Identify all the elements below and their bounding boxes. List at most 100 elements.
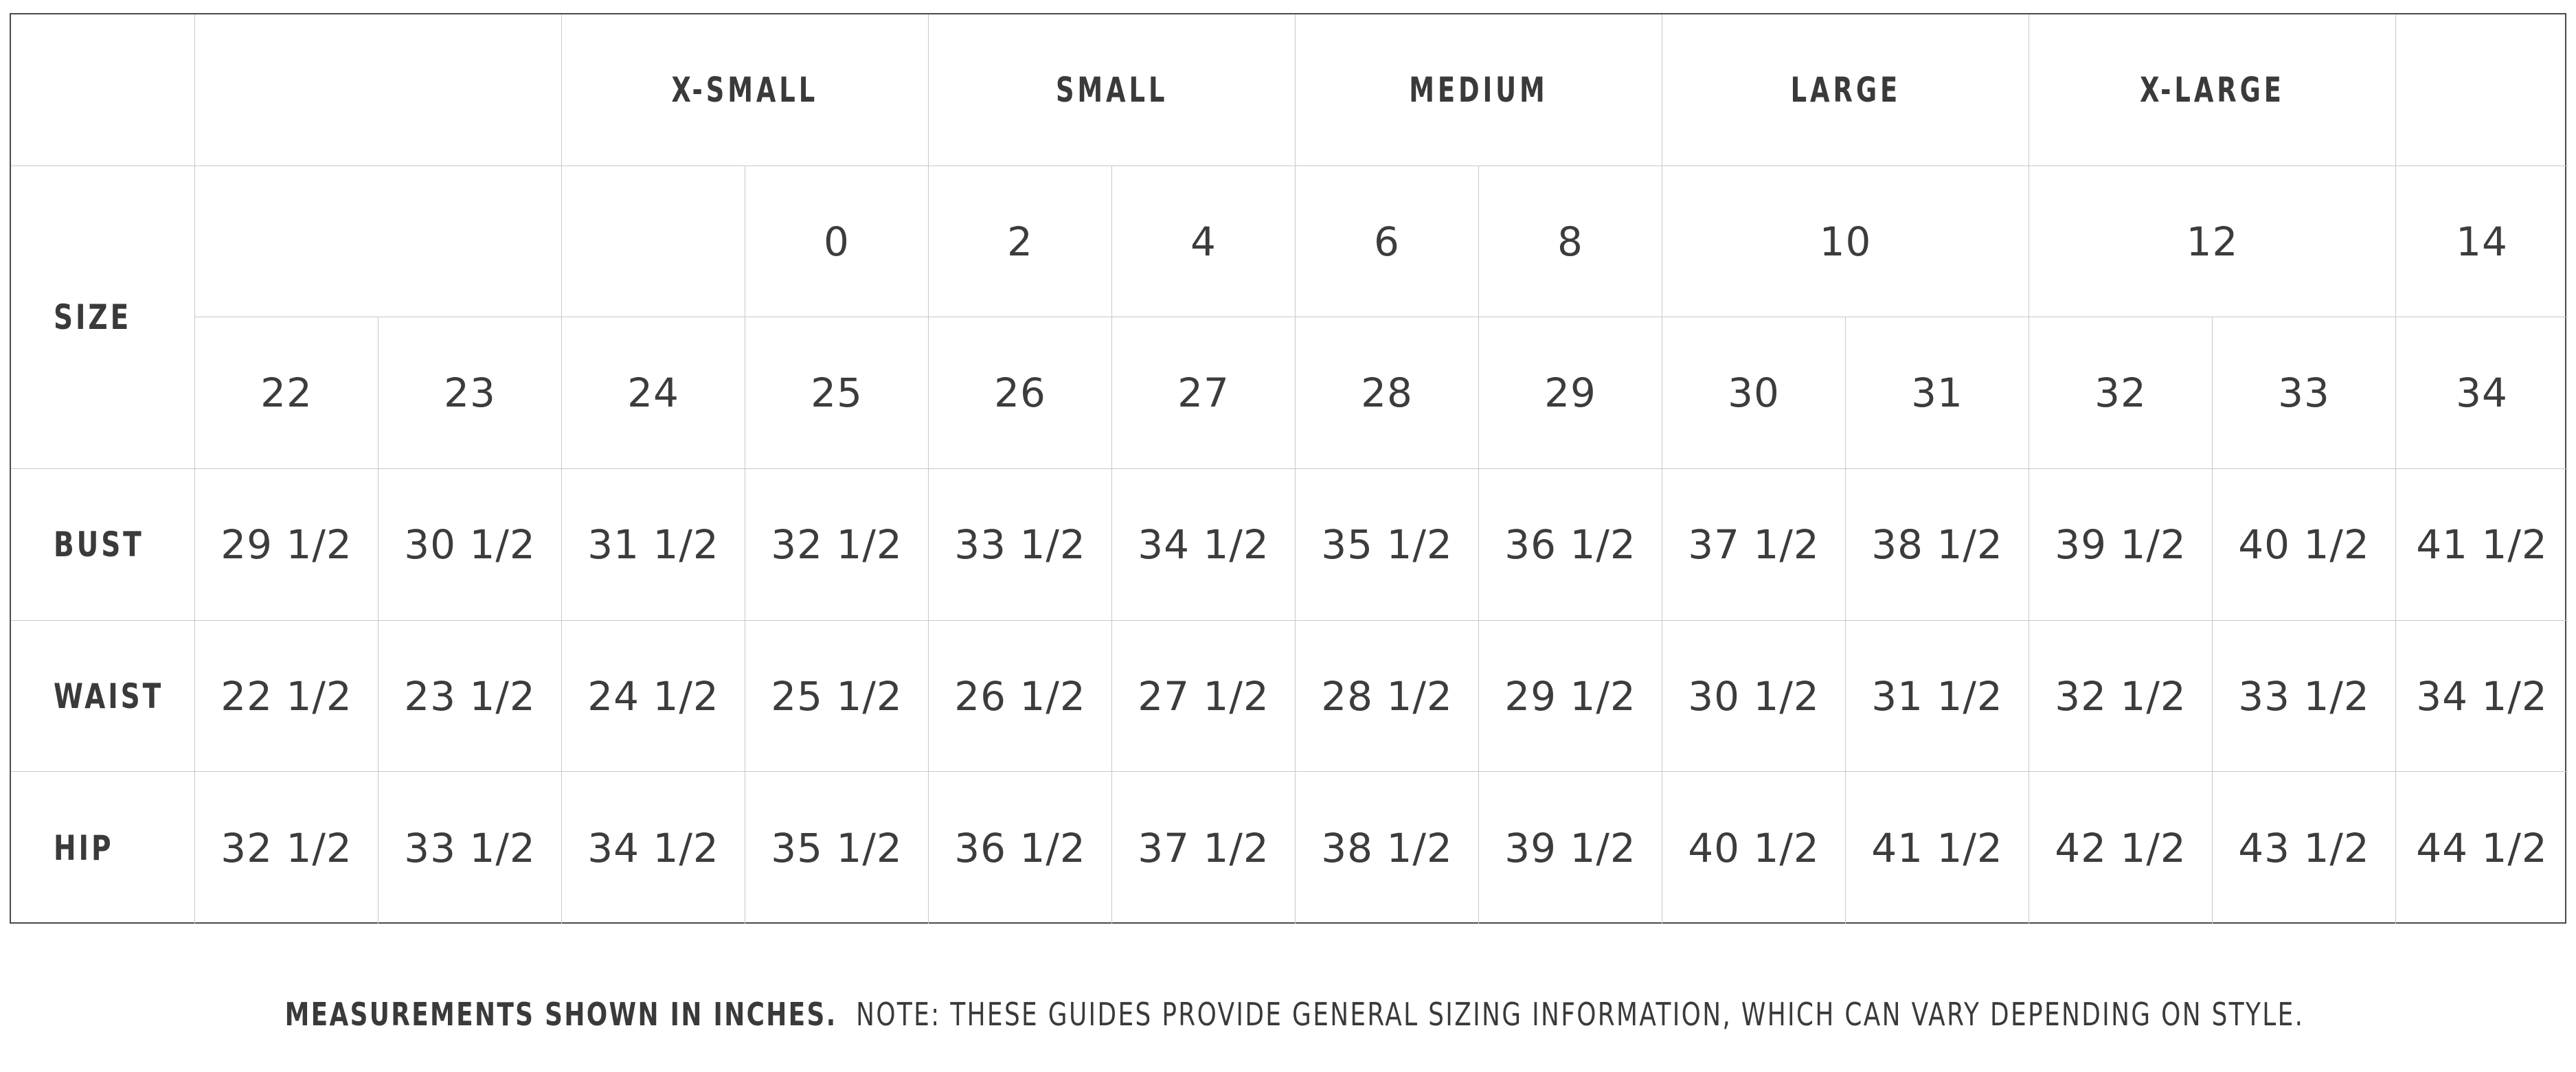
waist-value: 29 1/2 bbox=[1504, 672, 1636, 720]
bust-cell: 35 1/2 bbox=[1296, 469, 1479, 621]
waist-value: 32 1/2 bbox=[2055, 672, 2187, 720]
hip-value: 38 1/2 bbox=[1321, 824, 1453, 871]
group-blank-cell bbox=[195, 14, 562, 166]
numeric-size-value: 14 bbox=[2456, 218, 2508, 265]
waist-size-value: 33 bbox=[2278, 369, 2330, 417]
waist-cell: 24 1/2 bbox=[562, 620, 745, 773]
hip-cell: 35 1/2 bbox=[745, 772, 929, 924]
waist-size-value: 24 bbox=[627, 369, 679, 417]
hip-value: 35 1/2 bbox=[771, 824, 903, 871]
bust-cell: 30 1/2 bbox=[379, 469, 562, 621]
waist-value: 23 1/2 bbox=[404, 672, 536, 720]
group-header-large: LARGE bbox=[1662, 14, 2029, 166]
waist-value: 28 1/2 bbox=[1321, 672, 1453, 720]
waist-value: 30 1/2 bbox=[1688, 672, 1820, 720]
waist-size-value: 23 bbox=[444, 369, 496, 417]
group-blank-cell bbox=[2396, 14, 2568, 166]
waist-value: 27 1/2 bbox=[1138, 672, 1269, 720]
group-header-x-small: X-SMALL bbox=[562, 14, 929, 166]
waist-size-cell: 25 bbox=[745, 317, 929, 470]
hip-cell: 43 1/2 bbox=[2213, 772, 2396, 924]
bust-value: 36 1/2 bbox=[1504, 521, 1636, 568]
numeric-size-cell: 10 bbox=[1662, 166, 2029, 318]
hip-cell: 36 1/2 bbox=[929, 772, 1112, 924]
numeric-size-value: 6 bbox=[1374, 218, 1400, 265]
bust-value: 34 1/2 bbox=[1138, 521, 1269, 568]
numeric-size-blank-cell bbox=[195, 166, 562, 318]
bust-value: 29 1/2 bbox=[221, 521, 352, 568]
hip-cell: 34 1/2 bbox=[562, 772, 745, 924]
bust-cell: 33 1/2 bbox=[929, 469, 1112, 621]
hip-cell: 32 1/2 bbox=[195, 772, 379, 924]
waist-cell: 28 1/2 bbox=[1296, 620, 1479, 773]
waist-value: 25 1/2 bbox=[771, 672, 903, 720]
size-chart-table: X-SMALL SMALL MEDIUM LARGE X-LARGE SIZE … bbox=[10, 13, 2568, 924]
waist-cell: 23 1/2 bbox=[379, 620, 562, 773]
waist-value: 33 1/2 bbox=[2238, 672, 2370, 720]
waist-size-cell: 24 bbox=[562, 317, 745, 470]
waist-value: 34 1/2 bbox=[2416, 672, 2548, 720]
numeric-size-blank-cell bbox=[562, 166, 745, 318]
waist-size-cell: 23 bbox=[379, 317, 562, 470]
hip-cell: 33 1/2 bbox=[379, 772, 562, 924]
waist-cell: 34 1/2 bbox=[2396, 621, 2568, 773]
group-header-medium: MEDIUM bbox=[1296, 14, 1662, 166]
waist-cell: 27 1/2 bbox=[1112, 620, 1296, 773]
footnote: MEASUREMENTS SHOWN IN INCHES. NOTE: THES… bbox=[0, 996, 2576, 1033]
bust-cell: 34 1/2 bbox=[1112, 469, 1296, 621]
waist-value: 31 1/2 bbox=[1871, 672, 2003, 720]
numeric-size-cell: 8 bbox=[1479, 166, 1662, 318]
numeric-size-cell: 0 bbox=[745, 166, 929, 318]
numeric-size-cell: 12 bbox=[2029, 166, 2396, 318]
bust-value: 33 1/2 bbox=[954, 521, 1086, 568]
waist-cell: 33 1/2 bbox=[2213, 620, 2396, 773]
waist-size-value: 25 bbox=[811, 369, 863, 417]
bust-cell: 32 1/2 bbox=[745, 469, 929, 621]
bust-value: 38 1/2 bbox=[1871, 521, 2003, 568]
bust-value: 30 1/2 bbox=[404, 521, 536, 568]
bust-cell: 31 1/2 bbox=[562, 469, 745, 621]
group-label: LARGE bbox=[1790, 69, 1901, 110]
waist-size-value: 27 bbox=[1177, 369, 1230, 417]
hip-value: 41 1/2 bbox=[1871, 824, 2003, 871]
waist-value: 22 1/2 bbox=[221, 672, 352, 720]
bust-row-header: BUST bbox=[11, 469, 195, 621]
waist-size-value: 28 bbox=[1361, 369, 1413, 417]
waist-size-cell: 28 bbox=[1296, 317, 1479, 470]
bust-cell: 37 1/2 bbox=[1662, 469, 1846, 621]
bust-value: 40 1/2 bbox=[2238, 521, 2370, 568]
bust-value: 37 1/2 bbox=[1688, 521, 1820, 568]
bust-cell: 41 1/2 bbox=[2396, 469, 2568, 621]
waist-size-value: 22 bbox=[260, 369, 313, 417]
group-label: X-SMALL bbox=[671, 69, 819, 110]
hip-cell: 40 1/2 bbox=[1662, 772, 1846, 924]
waist-size-cell: 32 bbox=[2029, 317, 2213, 470]
bust-value: 35 1/2 bbox=[1321, 521, 1453, 568]
numeric-size-value: 0 bbox=[824, 218, 850, 265]
bust-cell: 38 1/2 bbox=[1846, 469, 2029, 621]
waist-cell: 31 1/2 bbox=[1846, 620, 2029, 773]
waist-size-cell: 26 bbox=[929, 317, 1112, 470]
hip-value: 40 1/2 bbox=[1688, 824, 1820, 871]
group-label: X-LARGE bbox=[2140, 69, 2285, 110]
hip-value: 37 1/2 bbox=[1138, 824, 1269, 871]
waist-size-cell: 27 bbox=[1112, 317, 1296, 470]
hip-value: 42 1/2 bbox=[2055, 824, 2187, 871]
waist-size-value: 29 bbox=[1544, 369, 1596, 417]
group-label: SMALL bbox=[1055, 69, 1168, 110]
bust-cell: 40 1/2 bbox=[2213, 469, 2396, 621]
footnote-bold: MEASUREMENTS SHOWN IN INCHES. bbox=[284, 996, 837, 1033]
bust-value: 31 1/2 bbox=[587, 521, 719, 568]
bust-cell: 39 1/2 bbox=[2029, 469, 2213, 621]
waist-size-cell: 31 bbox=[1846, 317, 2029, 470]
bust-value: 32 1/2 bbox=[771, 521, 903, 568]
bust-cell: 36 1/2 bbox=[1479, 469, 1662, 621]
numeric-size-cell: 6 bbox=[1296, 166, 1479, 318]
waist-value: 24 1/2 bbox=[587, 672, 719, 720]
group-header-x-large: X-LARGE bbox=[2029, 14, 2396, 166]
footnote-text: NOTE: THESE GUIDES PROVIDE GENERAL SIZIN… bbox=[856, 996, 2305, 1033]
bust-label: BUST bbox=[54, 524, 144, 564]
waist-size-cell: 33 bbox=[2213, 317, 2396, 470]
waist-cell: 32 1/2 bbox=[2029, 620, 2213, 773]
numeric-size-cell: 14 bbox=[2396, 166, 2568, 318]
